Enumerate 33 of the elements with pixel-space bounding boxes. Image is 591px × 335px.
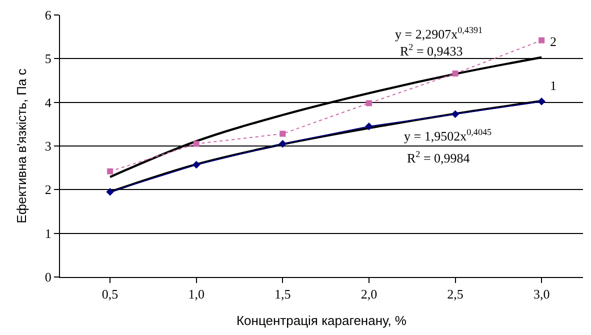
point [538,98,546,106]
x-axis-title: Концентрація карагенану, % [236,313,407,328]
y-tick-label: 6 [44,8,52,23]
point [452,70,458,77]
point [106,188,114,196]
point [538,37,545,44]
x-tick-label: 0,5 [102,286,118,302]
point [365,122,373,130]
annotation: 2 [550,34,556,49]
annotation: y = 1,9502x$^{0,4045}$ [404,127,492,144]
y-tick-label: 1 [44,226,52,241]
point [192,160,200,169]
point [278,140,287,148]
point [451,110,460,118]
annotation: R$^{2}$ = 0,9984 [407,149,470,166]
y-tick-label: 0 [44,270,52,285]
point [193,140,200,147]
point [280,130,286,137]
y-axis-title: Ефективна в'язкість, Па с [14,68,29,224]
point [366,100,372,106]
x-tick-label: 3,0 [533,286,550,302]
x-tick-label: 2,0 [360,286,378,302]
annotation: R$^{2}$ = 0,9433 [400,42,463,58]
x-tick-label: 1,0 [188,286,204,302]
y-tick-label: 2 [44,182,52,198]
annotation: y = 2,2907x$^{0,4391}$ [395,25,483,42]
x-tick-label: 1,5 [274,286,291,302]
x-tick-label: 2,5 [447,286,464,302]
y-tick-label: 3 [44,138,52,154]
y-tick-label: 5 [44,51,52,66]
annotation: 1 [550,78,556,93]
point [107,168,114,174]
y-tick-label: 4 [44,94,52,110]
